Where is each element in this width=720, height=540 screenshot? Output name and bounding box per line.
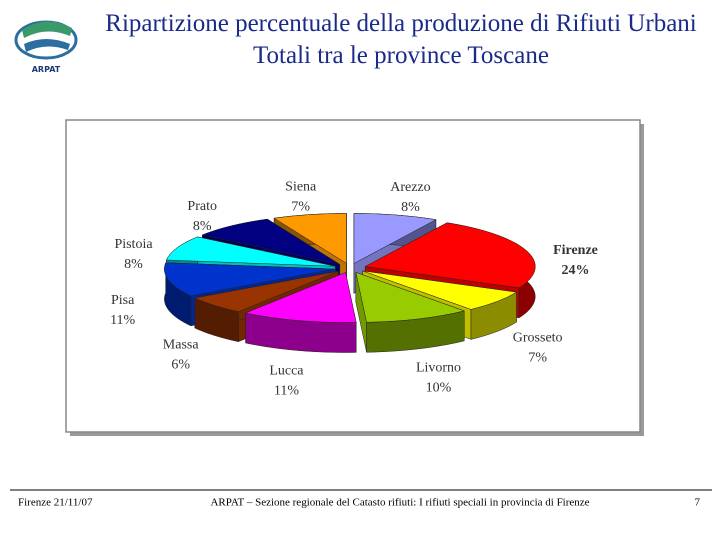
logo-text: ARPAT [32, 65, 61, 74]
category-label: Massa [163, 337, 200, 352]
value-label: 11% [274, 383, 299, 398]
labels: Arezzo 8% Firenze 24% Grosseto 7% Livorno 10% Lu… [110, 180, 598, 399]
slice [244, 272, 357, 323]
value-label: 7% [528, 350, 547, 365]
pie [164, 213, 536, 353]
slice [166, 236, 336, 267]
logo: ARPAT [14, 20, 78, 74]
footer-text: ARPAT – Sezione regionale del Catasto ri… [210, 497, 589, 509]
page-number: 7 [695, 497, 701, 509]
footer-date: Firenze 21/11/07 [18, 497, 93, 509]
category-label: Livorno [416, 361, 461, 376]
category-label: Lucca [269, 363, 304, 378]
value-label: 11% [110, 313, 135, 328]
value-label: 8% [401, 200, 420, 215]
slice-group [355, 271, 466, 353]
slide-title: Ripartizione percentuale della produzion… [105, 10, 697, 69]
chart-frame [65, 119, 641, 433]
slice [273, 213, 347, 264]
slice-group [244, 272, 357, 353]
category-label: Grosseto [513, 330, 563, 345]
category-label: Prato [187, 199, 217, 214]
value-label: 8% [124, 257, 143, 272]
category-label: Arezzo [390, 180, 430, 195]
category-label: Pistoia [114, 237, 153, 252]
logo-shape [22, 21, 72, 38]
category-label: Firenze [553, 243, 598, 258]
slice [164, 262, 335, 297]
slice [364, 222, 536, 289]
slice [362, 270, 518, 310]
value-label: 8% [193, 219, 212, 234]
slice [353, 213, 437, 264]
value-label: 10% [426, 381, 452, 396]
category-label: Siena [285, 180, 317, 195]
slice [355, 271, 466, 323]
category-label: Pisa [111, 293, 135, 308]
value-label: 6% [171, 357, 190, 372]
value-label: 7% [291, 200, 310, 215]
logo-shape [24, 39, 70, 52]
value-label: 24% [561, 263, 589, 278]
slice [201, 218, 340, 265]
slice [193, 270, 339, 312]
